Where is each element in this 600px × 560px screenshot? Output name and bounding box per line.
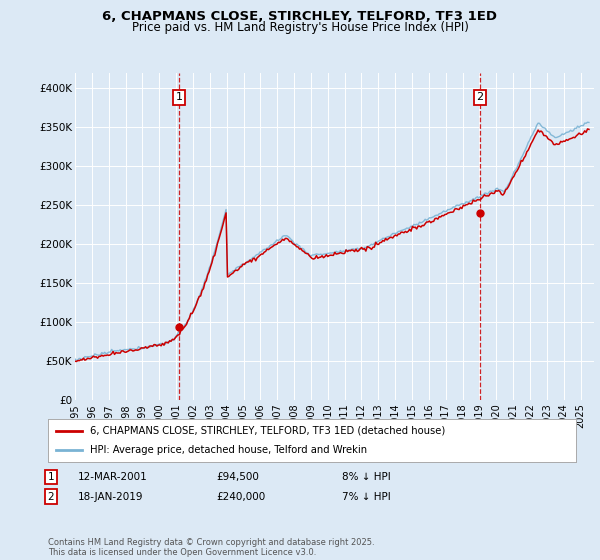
Text: 1: 1 [176, 92, 183, 102]
Text: 18-JAN-2019: 18-JAN-2019 [78, 492, 143, 502]
Text: 2: 2 [47, 492, 55, 502]
Text: 6, CHAPMANS CLOSE, STIRCHLEY, TELFORD, TF3 1ED: 6, CHAPMANS CLOSE, STIRCHLEY, TELFORD, T… [103, 10, 497, 22]
Text: 6, CHAPMANS CLOSE, STIRCHLEY, TELFORD, TF3 1ED (detached house): 6, CHAPMANS CLOSE, STIRCHLEY, TELFORD, T… [90, 426, 445, 436]
Text: 1: 1 [47, 472, 55, 482]
Text: 7% ↓ HPI: 7% ↓ HPI [342, 492, 391, 502]
Text: 2: 2 [476, 92, 484, 102]
Text: HPI: Average price, detached house, Telford and Wrekin: HPI: Average price, detached house, Telf… [90, 445, 367, 455]
Text: Price paid vs. HM Land Registry's House Price Index (HPI): Price paid vs. HM Land Registry's House … [131, 21, 469, 34]
Text: £240,000: £240,000 [216, 492, 265, 502]
Text: Contains HM Land Registry data © Crown copyright and database right 2025.
This d: Contains HM Land Registry data © Crown c… [48, 538, 374, 557]
Text: 8% ↓ HPI: 8% ↓ HPI [342, 472, 391, 482]
Text: £94,500: £94,500 [216, 472, 259, 482]
Text: 12-MAR-2001: 12-MAR-2001 [78, 472, 148, 482]
